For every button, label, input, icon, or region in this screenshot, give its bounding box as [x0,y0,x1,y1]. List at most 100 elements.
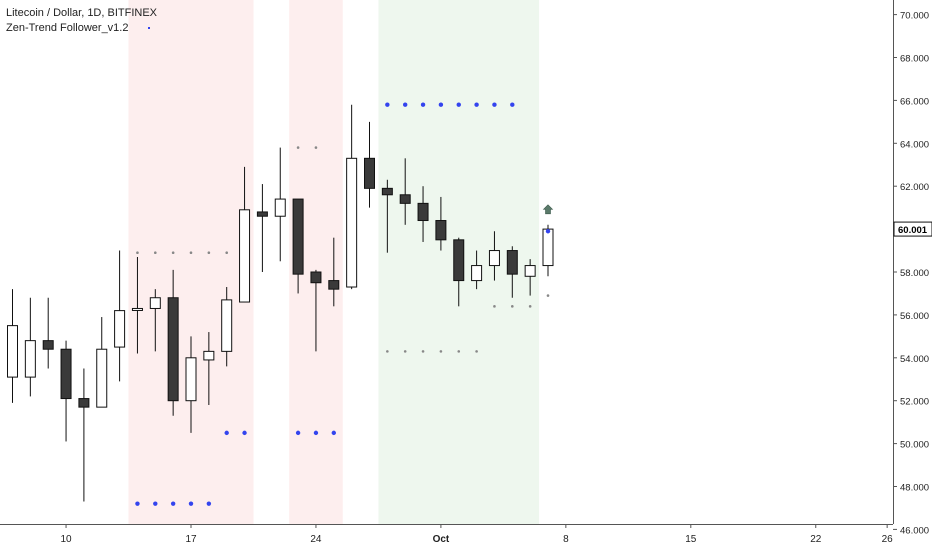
time-tick-label: Oct [433,534,450,545]
candle-body-up [471,265,483,282]
candle-body-up [203,350,215,361]
candle-body-up [488,250,500,267]
candle-27 [364,121,375,208]
time-tick-label: 22 [810,534,822,545]
symbol-title: Litecoin / Dollar, 1D, BITFINEX [6,7,157,19]
candle-33 [471,250,483,290]
candle-body-down [167,297,179,402]
indicator-dot [403,102,408,107]
shaded-region-1 [128,0,254,524]
indicator-dot [296,146,300,149]
indicator-dot [492,102,497,107]
indicator-marker [147,27,150,30]
indicator-dot [136,251,139,254]
candle-25 [328,237,340,307]
candle-body-up [149,297,161,309]
indicator-dot [135,501,140,506]
price-tick-label: 64.000 [900,139,929,150]
price-tick-label: 48.000 [900,483,929,494]
candle-24 [310,269,322,352]
candle-19 [221,287,233,367]
last-price-box [893,221,932,237]
candle-17 [185,336,197,433]
candle-36 [524,259,536,296]
candle-body-up [221,299,233,352]
candle-29 [399,158,411,225]
indicator-dot [510,102,515,107]
candle-body-up [96,348,108,408]
indicator-dot [314,146,318,149]
price-tick-label: 70.000 [900,11,929,22]
signal-arrow-up-icon [542,204,554,215]
candle-7 [7,289,18,403]
indicator-dot [511,305,514,308]
candle-body-up [24,340,36,378]
candle-body-up [524,265,536,277]
candle-body-down [256,211,268,217]
last-price-label: 60.001 [898,225,928,236]
time-tick-label: 26 [882,534,894,545]
indicator-title: Zen-Trend Follower_v1.2 [6,21,157,36]
candle-body-down [310,271,322,284]
candle-body-up [274,198,286,217]
price-tick-label: 68.000 [900,54,929,65]
indicator-dot [224,430,229,436]
candle-16 [167,269,179,416]
candle-26 [346,104,358,290]
candle-22 [274,147,286,262]
candle-20 [239,166,251,303]
indicator-dot [456,102,461,107]
candle-28 [381,179,393,253]
candle-body-down [328,280,340,290]
candle-34 [488,231,500,281]
price-tick-label: 52.000 [900,397,929,408]
indicator-dot [313,430,319,436]
candles [7,104,554,502]
candle-32 [453,237,465,307]
candle-body-down [60,348,72,400]
candle-12 [96,317,108,408]
indicator-dot [206,501,212,506]
price-tick-label: 50.000 [900,440,929,451]
candle-18 [203,332,215,405]
indicator-dot [475,350,478,353]
indicator-dot [153,501,158,506]
time-axis: 10 17 24 Oct 8 15 22 26 [60,524,893,545]
candle-14 [131,256,143,354]
indicator-name: Zen-Trend Follower_v1.2 [6,22,129,34]
candle-35 [506,246,518,298]
indicator-dot [225,251,228,254]
indicator-dot [546,294,550,297]
indicator-dot [331,430,336,436]
time-tick-label: 17 [185,534,197,545]
indicator-dot [403,350,407,353]
candle-body-up [239,209,251,303]
price-axis: 46.000 48.000 50.000 52.000 54.000 56.000 58.0… [893,11,932,536]
price-tick-label: 62.000 [900,182,929,193]
candle-31 [435,196,447,251]
candle-10 [60,340,72,442]
candle-9 [42,297,54,369]
price-tick-label: 58.000 [900,268,929,279]
indicator-dot [528,305,532,308]
candle-23 [292,198,304,294]
candle-body-up [114,310,126,348]
indicator-dot [493,305,496,308]
indicator-dot [438,102,444,107]
candle-body-down [364,157,375,189]
time-tick-label: 15 [685,534,697,545]
indicator-dot [189,251,193,254]
candle-11 [78,368,90,502]
candle-body-down [435,220,447,241]
candle-body-up [542,228,554,267]
candle-body-down [399,194,411,204]
candle-body-down [417,202,429,222]
candle-15 [149,289,161,352]
price-tick-label: 56.000 [900,311,929,322]
indicator-dot [170,501,176,506]
candle-body-down [42,340,54,350]
time-tick-label: 8 [563,534,569,545]
price-tick-label: 46.000 [900,525,929,536]
